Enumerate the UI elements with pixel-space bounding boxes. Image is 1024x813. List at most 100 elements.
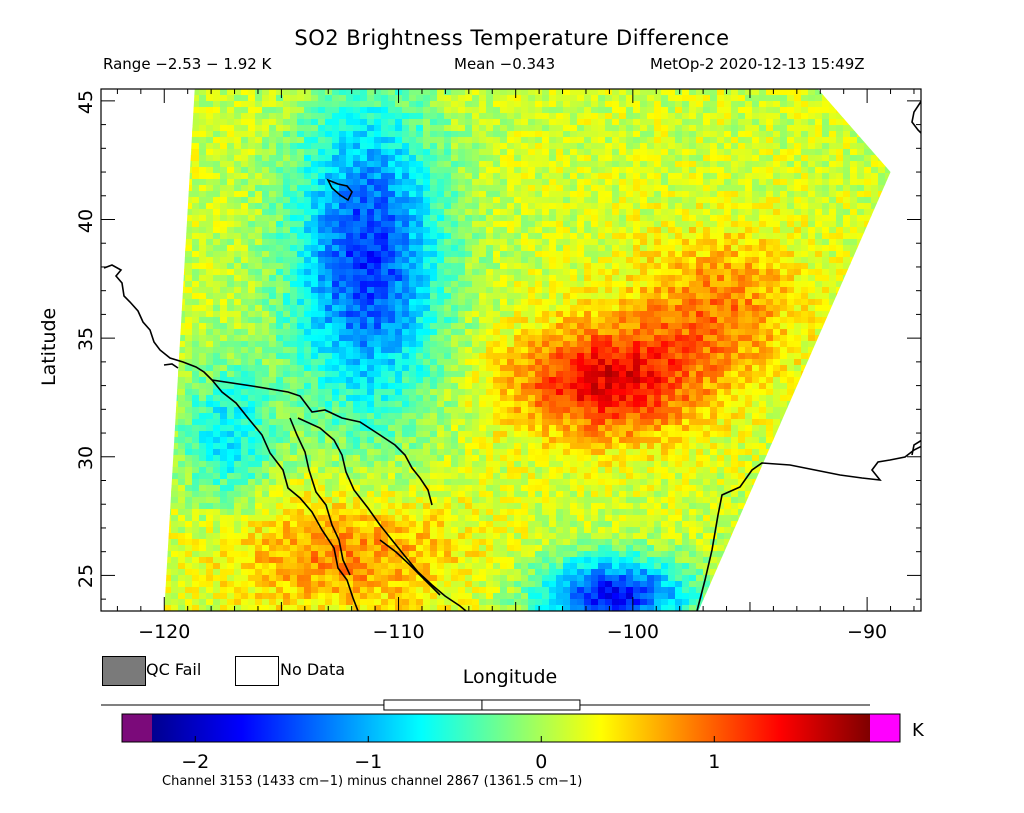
btd-pixel bbox=[633, 89, 641, 96]
btd-pixel bbox=[521, 197, 529, 204]
btd-pixel bbox=[661, 167, 669, 174]
btd-pixel bbox=[787, 209, 795, 216]
btd-pixel bbox=[136, 251, 144, 258]
btd-pixel bbox=[892, 221, 900, 228]
btd-pixel bbox=[563, 329, 571, 336]
btd-pixel bbox=[234, 89, 242, 96]
btd-pixel bbox=[311, 173, 319, 180]
btd-pixel bbox=[598, 323, 606, 330]
btd-pixel bbox=[787, 299, 795, 306]
btd-pixel bbox=[374, 179, 382, 186]
btd-pixel bbox=[108, 125, 116, 132]
btd-pixel bbox=[472, 251, 480, 258]
btd-pixel bbox=[199, 131, 207, 138]
btd-pixel bbox=[584, 323, 592, 330]
btd-pixel bbox=[381, 221, 389, 228]
btd-pixel bbox=[122, 269, 130, 276]
btd-pixel bbox=[402, 131, 410, 138]
btd-pixel bbox=[752, 155, 760, 162]
btd-pixel bbox=[311, 299, 319, 306]
btd-pixel bbox=[857, 167, 865, 174]
btd-pixel bbox=[171, 155, 179, 162]
btd-pixel bbox=[283, 317, 291, 324]
btd-pixel bbox=[766, 245, 774, 252]
btd-pixel bbox=[885, 161, 891, 168]
btd-pixel bbox=[780, 251, 788, 258]
btd-pixel bbox=[164, 113, 172, 120]
btd-pixel bbox=[822, 125, 830, 132]
btd-pixel bbox=[857, 191, 865, 198]
btd-pixel bbox=[906, 101, 914, 108]
btd-pixel bbox=[220, 299, 228, 306]
btd-pixel bbox=[479, 275, 487, 282]
btd-pixel bbox=[325, 281, 333, 288]
btd-pixel bbox=[682, 317, 690, 324]
btd-pixel bbox=[661, 263, 669, 270]
btd-pixel bbox=[850, 257, 858, 264]
btd-pixel bbox=[675, 119, 683, 126]
btd-pixel bbox=[801, 221, 809, 228]
btd-pixel bbox=[101, 203, 109, 210]
btd-pixel bbox=[864, 107, 872, 114]
btd-pixel bbox=[143, 173, 151, 180]
btd-pixel bbox=[304, 209, 312, 216]
btd-pixel bbox=[465, 239, 473, 246]
btd-pixel bbox=[367, 275, 375, 282]
btd-pixel bbox=[542, 317, 550, 324]
btd-pixel bbox=[640, 185, 648, 192]
btd-pixel bbox=[556, 263, 564, 270]
btd-pixel bbox=[549, 221, 557, 228]
btd-pixel bbox=[717, 119, 725, 126]
btd-pixel bbox=[521, 137, 529, 144]
btd-pixel bbox=[164, 155, 172, 162]
btd-pixel bbox=[255, 323, 263, 330]
btd-pixel bbox=[738, 263, 746, 270]
btd-pixel bbox=[479, 137, 487, 144]
btd-pixel bbox=[808, 179, 816, 186]
btd-pixel bbox=[437, 215, 445, 222]
btd-pixel bbox=[717, 305, 725, 312]
btd-pixel bbox=[164, 275, 165, 282]
btd-pixel bbox=[493, 239, 501, 246]
btd-pixel bbox=[829, 203, 837, 210]
btd-pixel bbox=[619, 329, 627, 336]
btd-pixel bbox=[801, 293, 809, 300]
btd-pixel bbox=[542, 263, 550, 270]
btd-pixel bbox=[388, 299, 396, 306]
btd-pixel bbox=[325, 113, 333, 120]
btd-pixel bbox=[822, 335, 830, 342]
btd-pixel bbox=[745, 263, 753, 270]
btd-pixel bbox=[731, 113, 739, 120]
btd-pixel bbox=[430, 281, 438, 288]
btd-pixel bbox=[871, 149, 879, 156]
btd-pixel bbox=[262, 335, 270, 342]
btd-pixel bbox=[661, 311, 669, 318]
btd-pixel bbox=[339, 323, 347, 330]
btd-pixel bbox=[836, 233, 844, 240]
btd-pixel bbox=[675, 89, 683, 96]
btd-pixel bbox=[717, 329, 725, 336]
btd-pixel bbox=[535, 323, 543, 330]
btd-pixel bbox=[759, 221, 767, 228]
btd-pixel bbox=[710, 89, 718, 96]
btd-pixel bbox=[185, 197, 193, 204]
btd-pixel bbox=[787, 197, 795, 204]
btd-pixel bbox=[283, 161, 291, 168]
btd-pixel bbox=[696, 257, 704, 264]
btd-pixel bbox=[556, 281, 564, 288]
btd-pixel bbox=[584, 245, 592, 252]
btd-pixel bbox=[437, 239, 445, 246]
btd-pixel bbox=[759, 149, 767, 156]
btd-pixel bbox=[612, 221, 620, 228]
btd-pixel bbox=[696, 149, 704, 156]
btd-pixel bbox=[773, 209, 781, 216]
btd-pixel bbox=[325, 125, 333, 132]
btd-pixel bbox=[101, 299, 109, 306]
btd-pixel bbox=[290, 155, 298, 162]
btd-pixel bbox=[794, 113, 802, 120]
btd-pixel bbox=[164, 89, 165, 96]
btd-pixel bbox=[388, 233, 396, 240]
btd-pixel bbox=[192, 305, 200, 312]
btd-pixel bbox=[325, 185, 333, 192]
btd-pixel bbox=[416, 185, 424, 192]
